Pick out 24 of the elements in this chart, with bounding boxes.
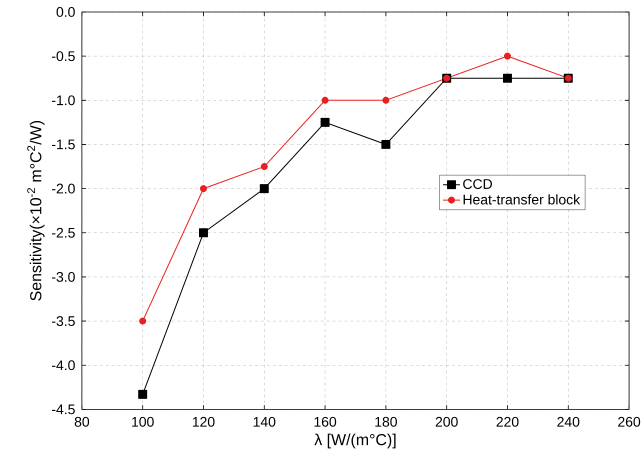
- y-axis-title: Sensitivity(×10$^{-2}$ m°C$^{2}$/W): [27, 120, 45, 300]
- x-tick-label: 120: [192, 416, 215, 427]
- y-tick-label: -3.0: [52, 272, 75, 282]
- x-tick-label: 80: [74, 416, 90, 427]
- y-tick-label: -2.5: [52, 228, 75, 238]
- y-tick-label: -1.5: [52, 139, 75, 150]
- x-tick-label: 200: [436, 416, 458, 427]
- x-tick-label: 220: [496, 416, 519, 427]
- legend-label: Heat-transfer block: [464, 194, 580, 204]
- x-tick-label: 260: [618, 416, 640, 427]
- x-tick-label: 140: [254, 416, 276, 427]
- x-axis-title: λ [W/(m°C)]: [314, 433, 396, 448]
- x-tick-label: 180: [375, 416, 397, 427]
- y-tick-label: 0.0: [56, 6, 75, 17]
- y-tick-label: -0.5: [52, 51, 75, 61]
- legend-label: CCD: [463, 178, 492, 189]
- y-tick-label: -2.0: [52, 184, 75, 194]
- y-tick-label: -4.0: [52, 360, 75, 370]
- y-tick-label: -4.5: [52, 404, 75, 414]
- y-tick-label: -1.0: [52, 95, 75, 106]
- x-tick-label: 100: [132, 416, 154, 427]
- x-tick-label: 240: [557, 416, 580, 427]
- y-tick-label: -3.5: [52, 316, 75, 326]
- x-tick-label: 160: [314, 416, 336, 427]
